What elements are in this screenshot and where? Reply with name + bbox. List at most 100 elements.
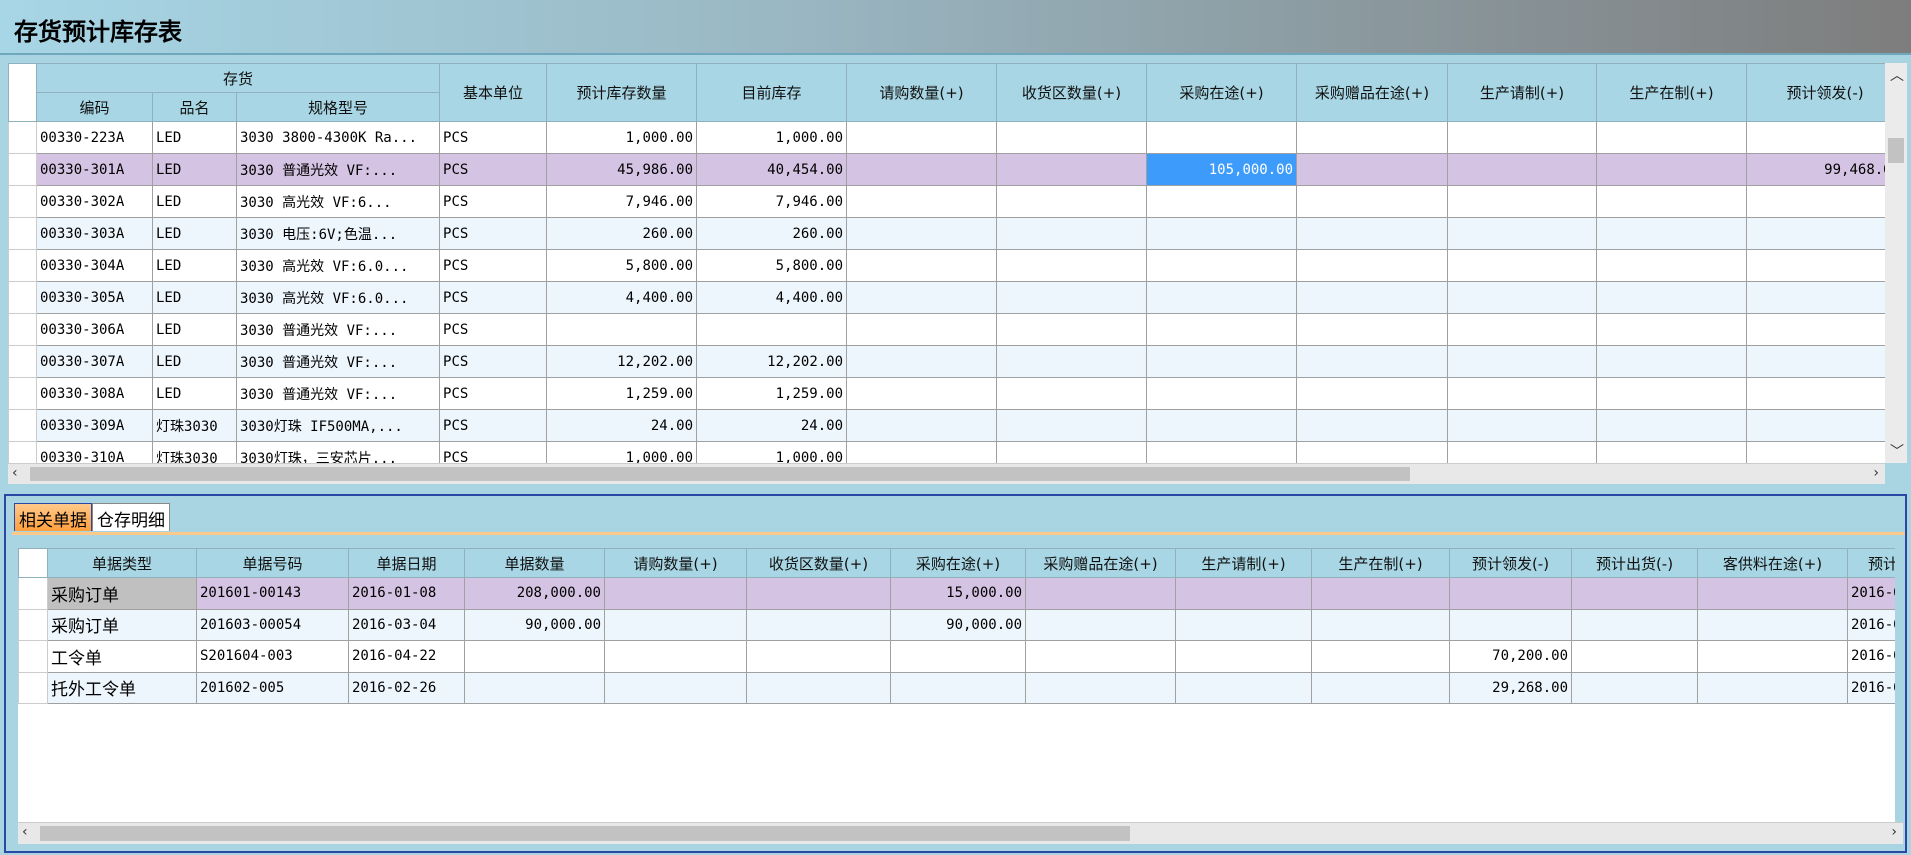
table-cell[interactable] [1447, 345, 1598, 378]
table-cell[interactable]: 24.00 [696, 409, 848, 442]
row-header[interactable] [8, 441, 37, 463]
table-cell[interactable] [1697, 671, 1848, 704]
table-cell[interactable]: 00330-302A [36, 185, 153, 218]
column-header[interactable]: 预计库存数量 [546, 63, 698, 122]
top-vertical-scrollbar[interactable]: ︿ ﹀ [1885, 63, 1907, 463]
table-cell[interactable] [1449, 608, 1572, 641]
scroll-right-icon[interactable]: › [1891, 824, 1897, 840]
table-cell[interactable] [464, 640, 605, 673]
table-cell[interactable]: PCS [439, 249, 548, 282]
table-cell[interactable]: LED [152, 185, 237, 218]
table-cell[interactable] [1746, 121, 1885, 154]
row-header[interactable] [8, 185, 37, 218]
table-cell[interactable] [1697, 577, 1848, 610]
table-cell[interactable] [1146, 249, 1298, 282]
table-row[interactable]: 00330-307A LED 3030 普通光效 VF:... PCS 12,202.0… [8, 345, 1885, 378]
table-cell[interactable] [1296, 345, 1449, 378]
row-header[interactable] [18, 577, 48, 610]
table-cell[interactable]: 灯珠3030 [152, 441, 237, 463]
table-cell[interactable] [1697, 640, 1848, 673]
table-cell[interactable]: 1,259.00 [546, 377, 698, 410]
table-cell[interactable] [1311, 577, 1450, 610]
row-header[interactable] [18, 640, 48, 673]
row-header[interactable] [8, 153, 37, 186]
table-cell[interactable] [846, 281, 998, 314]
table-cell[interactable]: 4,400.00 [546, 281, 698, 314]
table-cell[interactable]: 105,000.00 [1146, 153, 1298, 186]
table-cell[interactable] [1746, 377, 1885, 410]
column-header[interactable]: 采购赠品在途(+) [1025, 548, 1176, 578]
table-cell[interactable] [1447, 153, 1598, 186]
table-row[interactable]: 采购订单 201601-00143 2016-01-08 208,000.00 15,0… [18, 577, 1895, 610]
table-cell[interactable]: PCS [439, 121, 548, 154]
table-cell[interactable] [996, 153, 1148, 186]
table-cell[interactable]: 12,202.00 [696, 345, 848, 378]
row-header[interactable] [18, 671, 48, 704]
table-cell[interactable] [1447, 121, 1598, 154]
table-cell[interactable]: 5,800.00 [696, 249, 848, 282]
row-header[interactable] [8, 313, 37, 346]
table-cell[interactable] [1146, 441, 1298, 463]
column-header[interactable]: 预计领发(-) [1449, 548, 1572, 578]
table-cell[interactable]: 29,268.00 [1449, 671, 1572, 704]
table-cell[interactable] [546, 313, 698, 346]
table-cell[interactable] [996, 249, 1148, 282]
table-cell[interactable]: S201604-003 [196, 640, 349, 673]
table-cell[interactable] [1311, 671, 1450, 704]
table-cell[interactable] [1596, 313, 1748, 346]
table-cell[interactable] [1311, 608, 1450, 641]
table-cell[interactable]: 1,000.00 [696, 121, 848, 154]
table-cell[interactable] [1447, 185, 1598, 218]
table-cell[interactable] [1746, 249, 1885, 282]
table-cell[interactable]: 00330-310A [36, 441, 153, 463]
table-row[interactable]: 00330-306A LED 3030 普通光效 VF:... PCS [8, 313, 1885, 346]
table-cell[interactable]: 灯珠3030 [152, 409, 237, 442]
table-cell[interactable] [1296, 121, 1449, 154]
table-cell[interactable] [1596, 249, 1748, 282]
tab-warehouse-detail[interactable]: 仓存明细 [92, 503, 170, 531]
table-cell[interactable] [1146, 185, 1298, 218]
table-cell[interactable]: 201603-00054 [196, 608, 349, 641]
table-cell[interactable] [1571, 671, 1698, 704]
table-cell[interactable]: PCS [439, 441, 548, 463]
table-cell[interactable]: 00330-308A [36, 377, 153, 410]
table-cell[interactable]: 201601-00143 [196, 577, 349, 610]
table-cell[interactable] [1296, 153, 1449, 186]
row-header[interactable] [8, 217, 37, 250]
table-cell[interactable]: 00330-309A [36, 409, 153, 442]
table-cell[interactable]: PCS [439, 377, 548, 410]
table-cell[interactable]: 12,202.00 [546, 345, 698, 378]
scroll-up-icon[interactable]: ︿ [1890, 68, 1904, 84]
table-cell[interactable] [890, 671, 1026, 704]
row-header[interactable] [8, 249, 37, 282]
table-cell[interactable] [1447, 313, 1598, 346]
table-cell[interactable] [1447, 217, 1598, 250]
table-cell[interactable]: 3030灯珠，三安芯片... [235, 441, 441, 463]
table-cell[interactable] [996, 185, 1148, 218]
table-cell[interactable]: 采购订单 [47, 577, 197, 610]
table-cell[interactable]: 托外工令单 [47, 671, 197, 704]
table-cell[interactable]: 3030 电压:6V;色温... [235, 217, 441, 250]
table-cell[interactable]: 1,000.00 [696, 441, 848, 463]
table-cell[interactable] [846, 441, 998, 463]
table-cell[interactable] [1596, 441, 1748, 463]
table-cell[interactable]: 4,400.00 [696, 281, 848, 314]
table-row[interactable]: 00330-305A LED 3030 高光效 VF:6.0... PCS 4,400.… [8, 281, 1885, 314]
table-cell[interactable]: 00330-223A [36, 121, 153, 154]
row-header[interactable] [8, 409, 37, 442]
table-cell[interactable]: PCS [439, 185, 548, 218]
table-cell[interactable] [996, 121, 1148, 154]
table-cell[interactable]: LED [152, 217, 237, 250]
table-cell[interactable] [1447, 441, 1598, 463]
table-cell[interactable]: 00330-304A [36, 249, 153, 282]
table-cell[interactable] [1746, 185, 1885, 218]
table-row[interactable]: 00330-310A 灯珠3030 3030灯珠，三安芯片... PCS 1,000.0… [8, 441, 1885, 463]
table-cell[interactable] [1296, 377, 1449, 410]
table-row[interactable]: 00330-301A LED 3030 普通光效 VF:... PCS 45,986.0… [8, 153, 1885, 186]
row-header[interactable] [18, 608, 48, 641]
table-cell[interactable]: 00330-303A [36, 217, 153, 250]
table-cell[interactable] [1596, 121, 1748, 154]
table-cell[interactable] [1596, 281, 1748, 314]
column-header[interactable]: 编码 [36, 92, 153, 122]
table-cell[interactable]: 7,946.00 [546, 185, 698, 218]
